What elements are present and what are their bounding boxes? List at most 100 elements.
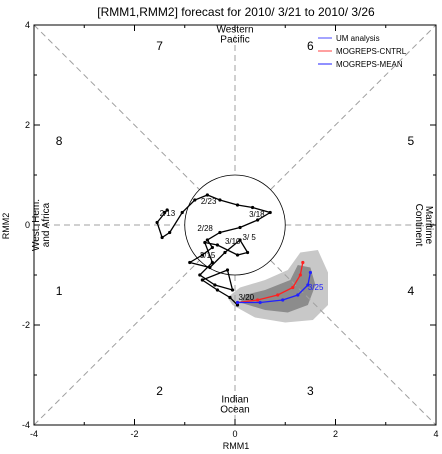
series-point-0-14 bbox=[218, 230, 222, 235]
series-point-0-15 bbox=[205, 238, 209, 242]
y-tick-label-1: -2 bbox=[22, 320, 30, 330]
series-point-0-32 bbox=[215, 288, 220, 292]
series-point-2-0 bbox=[235, 300, 240, 305]
series-point-0-1 bbox=[165, 208, 169, 212]
date-label-0-3: 2/28 bbox=[197, 224, 213, 233]
phase-label-6: 6 bbox=[307, 39, 314, 53]
region-label-line: Pacific bbox=[220, 35, 249, 46]
date-label-0-2: 3/18 bbox=[249, 210, 265, 219]
legend-entry-0: UM analysis bbox=[336, 34, 380, 43]
y-tick-label-0: -4 bbox=[22, 420, 30, 430]
date-annotations: 2/13 2/23 3/18 2/28 3/ 5 3/15 3/10 3/20 3/25 bbox=[160, 197, 324, 302]
series-point-0-24 bbox=[215, 243, 220, 247]
axes: -4 -2 0 2 4 -4 -2 0 2 4 bbox=[22, 20, 439, 439]
region-label-line: Maritime bbox=[423, 206, 434, 245]
series-point-0-7 bbox=[205, 193, 209, 197]
series-point-0-10 bbox=[250, 205, 255, 210]
series-line-1 bbox=[237, 262, 304, 304]
x-tick-label-0: -4 bbox=[30, 429, 38, 439]
unit-circle bbox=[184, 174, 286, 276]
phase-divider-1 bbox=[270, 260, 437, 426]
series-point-2-4 bbox=[306, 283, 310, 287]
phase-label-7: 7 bbox=[156, 39, 163, 53]
series-point-0-13 bbox=[238, 225, 242, 230]
series-point-0-20 bbox=[223, 250, 227, 255]
series-point-0-21 bbox=[238, 238, 242, 242]
legend-entry-2: MOGREPS-MEAN bbox=[336, 60, 403, 69]
series-point-0-31 bbox=[200, 278, 204, 282]
phase-divider-0 bbox=[33, 24, 200, 190]
series-point-2-1 bbox=[258, 300, 262, 305]
series-point-0-27 bbox=[198, 273, 202, 277]
series-point-1-4 bbox=[298, 273, 302, 277]
region-label-line: Continent bbox=[413, 204, 424, 247]
series-point-0-29 bbox=[230, 288, 235, 292]
series-point-2-2 bbox=[281, 298, 285, 302]
series-point-0-6 bbox=[193, 198, 197, 202]
date-label-0-4: 3/ 5 bbox=[243, 233, 257, 242]
series-point-0-22 bbox=[245, 250, 250, 255]
series-point-1-5 bbox=[301, 260, 305, 265]
x-tick-label-4: 4 bbox=[433, 429, 438, 439]
series-point-0-30 bbox=[225, 268, 230, 272]
series-line-2 bbox=[237, 272, 312, 304]
phase-divider-3 bbox=[270, 24, 437, 190]
series-point-0-19 bbox=[208, 265, 212, 270]
x-tick-label-1: -2 bbox=[130, 429, 138, 439]
series-point-0-33 bbox=[228, 295, 232, 300]
legend-entry-1: MOGREPS-CNTRL bbox=[336, 47, 407, 56]
y-tick-label-2: 0 bbox=[25, 220, 30, 230]
phase-divider-2 bbox=[33, 260, 200, 426]
y-tick-label-4: 4 bbox=[25, 20, 30, 30]
series-point-1-2 bbox=[276, 293, 280, 297]
x-tick-label-3: 2 bbox=[333, 429, 338, 439]
series-point-0-12 bbox=[256, 218, 260, 222]
series-point-0-17 bbox=[200, 253, 204, 257]
date-label-0-5: 3/15 bbox=[200, 251, 216, 260]
series-point-0-4 bbox=[168, 230, 172, 235]
date-label-0-6: 3/10 bbox=[225, 237, 241, 246]
region-label-line: and Africa bbox=[41, 202, 52, 247]
date-label-1-0: 3/20 bbox=[239, 293, 255, 302]
series-point-0-9 bbox=[235, 203, 240, 207]
x-axis-label: RMM1 bbox=[223, 441, 250, 451]
series-point-0-16 bbox=[210, 245, 214, 250]
phase-label-5: 5 bbox=[408, 134, 415, 148]
phase-guides bbox=[33, 24, 437, 426]
series-lines bbox=[155, 193, 312, 307]
phase-label-1: 1 bbox=[56, 284, 63, 298]
region-label-1: Indian Ocean bbox=[220, 395, 249, 416]
phase-labels: 1 2 3 4 5 6 7 8 bbox=[56, 39, 415, 398]
date-label-0-0: 2/13 bbox=[160, 209, 176, 218]
y-axis-label: RMM2 bbox=[1, 213, 11, 240]
phase-label-2: 2 bbox=[156, 384, 163, 398]
region-label-line: Indian bbox=[221, 395, 248, 406]
series-point-0-8 bbox=[218, 198, 222, 202]
series-point-0-5 bbox=[180, 210, 184, 215]
series-point-1-1 bbox=[256, 298, 260, 302]
date-label-2-0: 3/25 bbox=[308, 283, 324, 292]
series-point-0-3 bbox=[160, 235, 164, 240]
y-tick-label-3: 2 bbox=[25, 120, 30, 130]
series-point-0-25 bbox=[203, 240, 207, 245]
series-point-1-3 bbox=[291, 285, 295, 290]
series-point-2-5 bbox=[308, 270, 312, 275]
series-point-0-18 bbox=[188, 260, 192, 265]
phase-label-8: 8 bbox=[56, 134, 63, 148]
region-label-line: Ocean bbox=[220, 405, 249, 416]
series-point-0-28 bbox=[213, 283, 217, 287]
series-point-0-34 bbox=[235, 303, 240, 307]
phase-label-4: 4 bbox=[408, 284, 415, 298]
chart-title: [RMM1,RMM2] forecast for 2010/ 3/21 to 2… bbox=[97, 5, 375, 19]
series-point-0-26 bbox=[210, 260, 214, 265]
series-point-0-2 bbox=[155, 220, 159, 225]
date-label-0-1: 2/23 bbox=[201, 197, 217, 206]
region-label-3: MaritimeContinent bbox=[413, 204, 434, 247]
phase-label-3: 3 bbox=[307, 384, 314, 398]
series-point-0-23 bbox=[235, 253, 240, 257]
series-point-2-3 bbox=[296, 293, 300, 297]
x-tick-label-2: 0 bbox=[232, 429, 237, 439]
series-point-0-11 bbox=[268, 210, 272, 215]
series-point-0-0 bbox=[163, 210, 167, 215]
